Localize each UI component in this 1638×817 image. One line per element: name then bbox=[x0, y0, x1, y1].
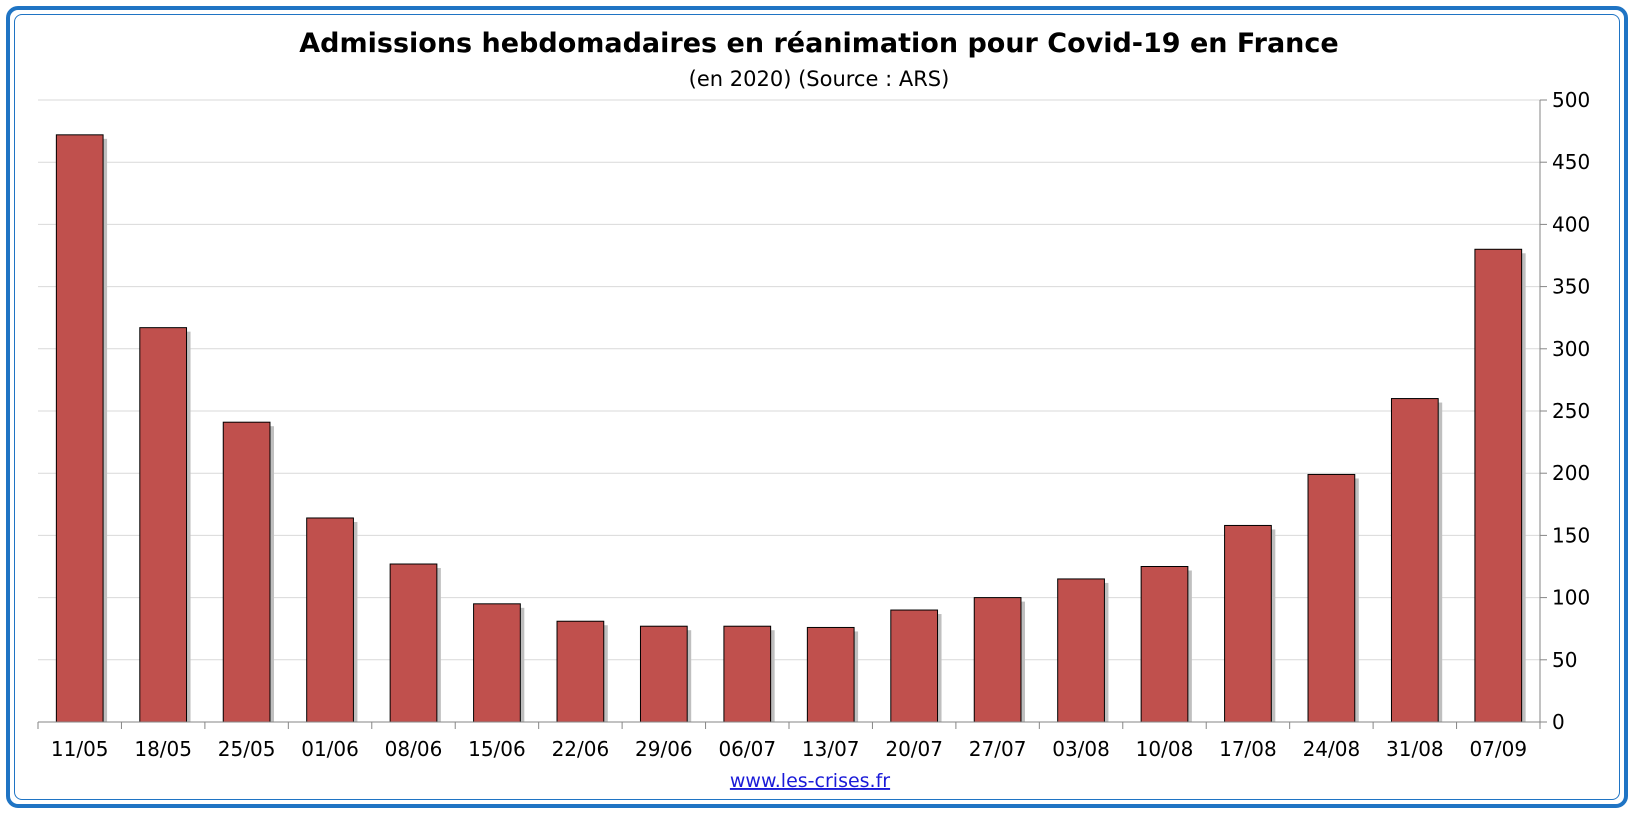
y-tick-label: 400 bbox=[1552, 212, 1590, 236]
bar bbox=[1224, 524, 1272, 723]
x-tick-label: 13/07 bbox=[802, 737, 860, 761]
y-tick-label: 200 bbox=[1552, 461, 1590, 485]
y-tick-label: 0 bbox=[1552, 710, 1565, 734]
x-tick-label: 11/05 bbox=[51, 737, 109, 761]
y-tick-label: 100 bbox=[1552, 586, 1590, 610]
x-axis-tick-labels: 11/05 18/05 25/05 01/06 08/06 15/06 22/06 29/06… bbox=[51, 737, 1527, 761]
x-tick-label: 22/06 bbox=[552, 737, 610, 761]
bar bbox=[306, 517, 354, 723]
x-tick-label: 01/06 bbox=[301, 737, 359, 761]
x-tick-label: 03/08 bbox=[1052, 737, 1110, 761]
x-tick-label: 29/06 bbox=[635, 737, 693, 761]
bar bbox=[639, 625, 688, 723]
y-tick-label: 500 bbox=[1552, 88, 1590, 112]
x-tick-label: 15/06 bbox=[468, 737, 526, 761]
chart-title: Admissions hebdomadaires en réanimation … bbox=[299, 28, 1338, 59]
bar bbox=[1057, 578, 1105, 723]
gridlines bbox=[38, 99, 1540, 661]
bar bbox=[1140, 566, 1189, 723]
x-tick-label: 10/08 bbox=[1136, 737, 1194, 761]
bar bbox=[890, 609, 939, 723]
x-tick-label: 24/08 bbox=[1303, 737, 1361, 761]
bar bbox=[1390, 398, 1439, 723]
x-tick-label: 18/05 bbox=[134, 737, 192, 761]
bar bbox=[556, 620, 605, 723]
bar bbox=[222, 421, 271, 723]
bar bbox=[139, 327, 188, 723]
x-tick-label: 07/09 bbox=[1469, 737, 1527, 761]
x-tick-label: 25/05 bbox=[218, 737, 276, 761]
bar bbox=[973, 597, 1022, 723]
bar-series bbox=[55, 134, 1526, 723]
bar bbox=[473, 603, 521, 723]
bar bbox=[55, 134, 104, 723]
x-tick-label: 20/07 bbox=[885, 737, 943, 761]
bar bbox=[389, 563, 438, 723]
x-tick-label: 27/07 bbox=[969, 737, 1027, 761]
y-tick-label: 150 bbox=[1552, 523, 1590, 547]
x-tick-label: 06/07 bbox=[718, 737, 776, 761]
axes bbox=[37, 99, 1547, 729]
y-tick-label: 350 bbox=[1552, 275, 1590, 299]
x-tick-label: 17/08 bbox=[1219, 737, 1277, 761]
x-tick-label: 08/06 bbox=[385, 737, 443, 761]
y-tick-label: 450 bbox=[1552, 150, 1590, 174]
bar bbox=[723, 625, 772, 723]
y-tick-label: 50 bbox=[1552, 648, 1577, 672]
bar bbox=[806, 626, 855, 723]
chart-subtitle: (en 2020) (Source : ARS) bbox=[689, 67, 950, 91]
y-tick-label: 250 bbox=[1552, 399, 1590, 423]
x-tick-label: 31/08 bbox=[1386, 737, 1444, 761]
bar bbox=[1474, 248, 1523, 723]
source-link[interactable]: www.les-crises.fr bbox=[730, 770, 890, 792]
y-axis-tick-labels: 0 50 100 150 200 250 300 350 400 450 500 bbox=[1552, 88, 1590, 734]
chart-frame-outer bbox=[6, 6, 1628, 808]
chart-frame-inner bbox=[14, 14, 1620, 800]
bar bbox=[1307, 473, 1356, 723]
y-tick-label: 300 bbox=[1552, 337, 1590, 361]
